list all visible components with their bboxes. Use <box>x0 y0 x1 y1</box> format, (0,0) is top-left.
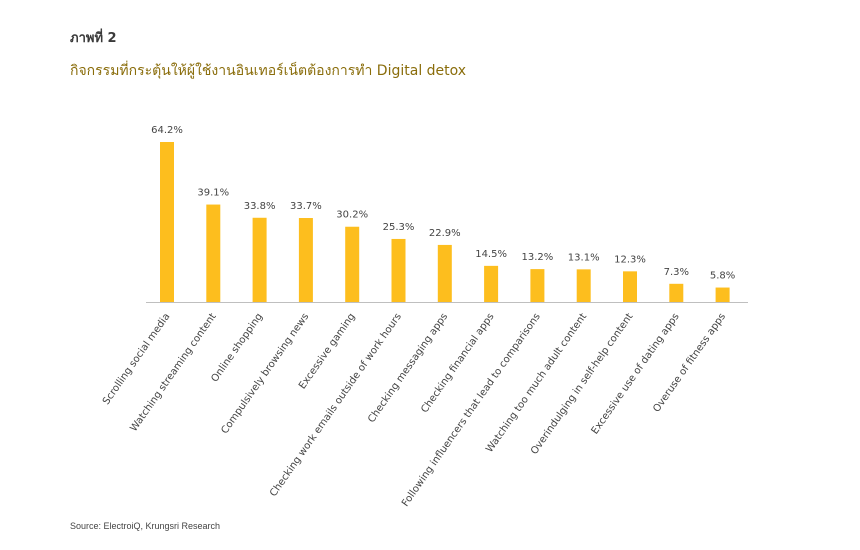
value-labels-group: 64.2% 39.1% 33.8% 33.7% 30.2% 25.3% 22.9% 14.5%… <box>151 125 735 282</box>
category-label-2: Watching streaming content <box>128 311 218 433</box>
bar-5 <box>345 226 360 302</box>
bar-6 <box>391 238 406 302</box>
value-label-13: 5.8% <box>710 271 735 282</box>
value-label-8: 14.5% <box>475 249 507 260</box>
value-label-10: 13.1% <box>568 252 600 263</box>
bar-13 <box>715 287 730 302</box>
value-label-6: 25.3% <box>383 222 415 233</box>
value-label-1: 64.2% <box>151 125 183 136</box>
source-note: Source: ElectroiQ, Krungsri Research <box>70 521 221 531</box>
value-label-5: 30.2% <box>336 210 368 221</box>
bar-3 <box>252 217 267 302</box>
value-label-4: 33.7% <box>290 201 322 212</box>
bar-11 <box>623 271 637 302</box>
bars-group <box>160 142 730 302</box>
bar-4 <box>298 218 313 302</box>
category-label-11: Overindulging in self-help content <box>529 311 635 456</box>
value-label-7: 22.9% <box>429 228 461 239</box>
category-label-12: Excessive use of dating apps <box>590 311 682 436</box>
bar-12 <box>669 283 684 302</box>
bar-10 <box>576 269 591 302</box>
category-label-7: Checking messaging apps <box>366 311 450 425</box>
category-label-10: Watching too much adult content <box>484 311 589 454</box>
bar-2 <box>206 204 221 302</box>
value-label-11: 12.3% <box>614 254 646 265</box>
value-label-12: 7.3% <box>664 267 689 278</box>
bar-1 <box>160 142 174 302</box>
bar-9 <box>530 269 545 302</box>
value-label-2: 39.1% <box>197 188 229 199</box>
bar-7 <box>437 244 452 302</box>
category-label-3: Online shopping <box>209 311 265 384</box>
value-label-9: 13.2% <box>522 252 554 263</box>
chart-title: กิจกรรมที่กระตุ้นให้ผู้ใช้งานอินเทอร์เน็… <box>70 63 467 79</box>
bar-8 <box>484 265 499 302</box>
figure-label: ภาพที่ 2 <box>70 31 117 46</box>
category-label-4: Compulsively browsing news <box>219 311 311 436</box>
value-label-3: 33.8% <box>244 201 276 212</box>
